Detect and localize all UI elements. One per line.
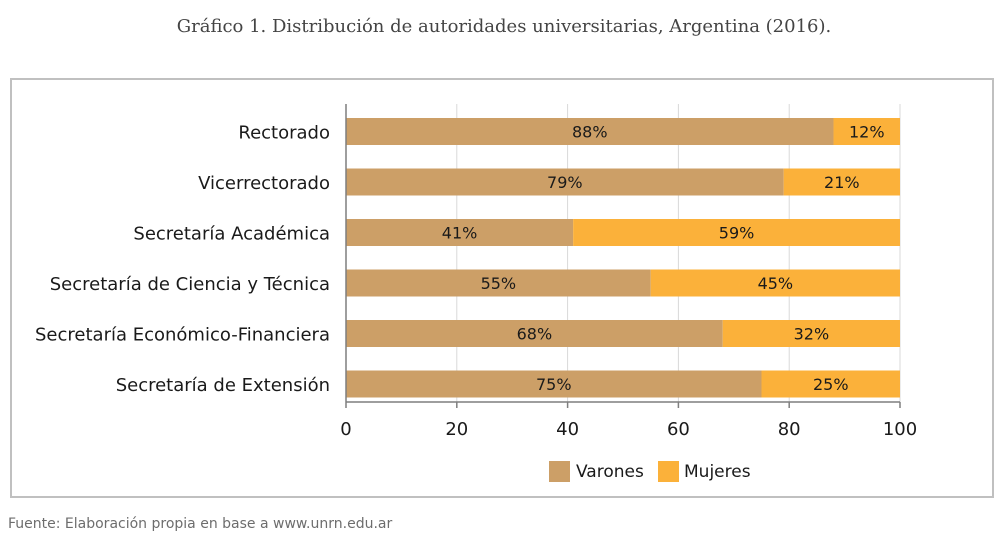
data-label-varones: 68% (517, 325, 553, 344)
bar-mujeres (783, 168, 900, 196)
category-label: Vicerrectorado (198, 173, 330, 194)
data-label-varones: 79% (547, 173, 583, 192)
legend-swatch-mujeres (658, 461, 679, 482)
legend-swatch-varones (549, 461, 570, 482)
x-tick-label: 80 (778, 419, 801, 440)
source-note: Fuente: Elaboración propia en base a www… (8, 516, 393, 532)
chart-frame (10, 78, 994, 498)
data-label-varones: 88% (572, 123, 608, 142)
x-tick-label: 60 (667, 419, 690, 440)
legend-label-mujeres: Mujeres (684, 462, 751, 482)
data-label-varones: 41% (442, 224, 478, 243)
bar-varones (346, 118, 834, 145)
bar-mujeres (833, 118, 900, 145)
data-label-mujeres: 25% (813, 375, 849, 394)
category-label: Secretaría Económico-Financiera (35, 325, 330, 346)
x-tick-label: 20 (445, 419, 468, 440)
category-label: Rectorado (238, 123, 330, 144)
bar-mujeres (573, 219, 900, 246)
bar-varones (346, 320, 723, 347)
bar-varones (346, 269, 651, 297)
data-label-varones: 75% (536, 375, 572, 394)
data-label-mujeres: 32% (794, 325, 830, 344)
bar-varones (346, 370, 762, 398)
legend-label-varones: Varones (576, 462, 644, 482)
category-label: Secretaría de Extensión (116, 375, 330, 396)
bar-varones (346, 219, 574, 246)
x-tick-label: 40 (556, 419, 579, 440)
data-label-mujeres: 45% (758, 274, 794, 293)
category-label: Secretaría Académica (133, 224, 330, 245)
data-label-mujeres: 21% (824, 173, 860, 192)
chart-title: Gráfico 1. Distribución de autoridades u… (176, 16, 832, 37)
x-tick-label: 0 (340, 419, 351, 440)
data-label-mujeres: 59% (719, 224, 755, 243)
x-tick-label: 100 (883, 419, 917, 440)
data-label-mujeres: 12% (849, 123, 885, 142)
category-label: Secretaría de Ciencia y Técnica (50, 274, 330, 295)
bar-varones (346, 168, 784, 196)
bar-mujeres (650, 269, 900, 297)
bar-mujeres (722, 320, 900, 347)
data-label-varones: 55% (481, 274, 517, 293)
bar-mujeres (761, 370, 900, 398)
